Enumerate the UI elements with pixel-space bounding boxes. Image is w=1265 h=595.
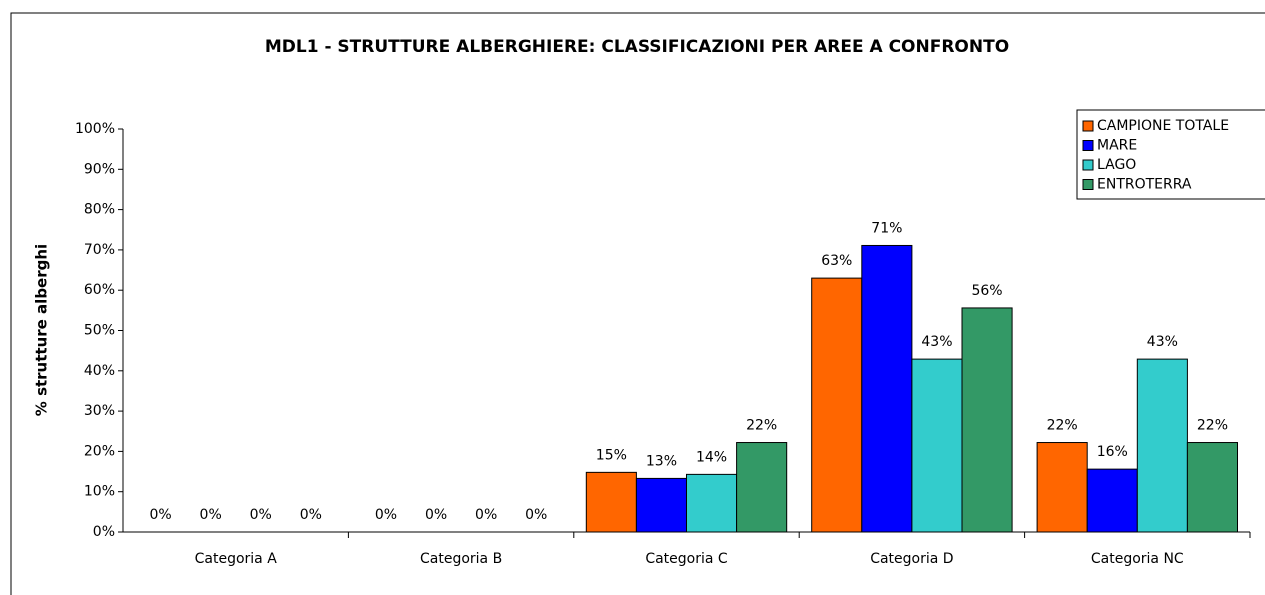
y-tick-label: 100% bbox=[75, 121, 115, 137]
y-tick-label: 40% bbox=[84, 363, 115, 379]
data-label: 22% bbox=[746, 418, 777, 434]
legend-label: CAMPIONE TOTALE bbox=[1097, 118, 1229, 134]
legend-label: ENTROTERRA bbox=[1097, 177, 1192, 193]
bar bbox=[635, 477, 688, 533]
data-label: 0% bbox=[200, 507, 222, 523]
bar bbox=[585, 471, 637, 533]
y-axis-label: % strutture alberghi bbox=[33, 244, 51, 416]
legend-box bbox=[1076, 109, 1265, 200]
bar bbox=[861, 244, 913, 533]
data-label: 71% bbox=[871, 220, 902, 236]
y-tick-label: 0% bbox=[93, 524, 115, 540]
data-label: 0% bbox=[250, 507, 272, 523]
data-label: 14% bbox=[696, 449, 727, 465]
x-tick-label: Categoria D bbox=[870, 551, 953, 567]
data-label: 43% bbox=[921, 334, 952, 350]
y-tick-label: 30% bbox=[84, 403, 115, 419]
data-label: 0% bbox=[149, 507, 171, 523]
legend-swatch bbox=[1082, 179, 1094, 190]
legend-label: MARE bbox=[1097, 138, 1137, 154]
bar bbox=[1186, 442, 1239, 533]
legend-swatch bbox=[1082, 159, 1094, 171]
bar bbox=[1036, 442, 1088, 533]
y-tick-label: 80% bbox=[84, 202, 115, 218]
y-tick-label: 50% bbox=[84, 323, 115, 339]
bar bbox=[1136, 358, 1188, 533]
bar bbox=[811, 277, 863, 533]
y-tick-label: 20% bbox=[84, 443, 115, 459]
data-label: 43% bbox=[1147, 334, 1178, 350]
y-tick-label: 60% bbox=[84, 282, 115, 298]
x-tick-label: Categoria A bbox=[195, 551, 278, 567]
y-tick-label: 90% bbox=[84, 161, 115, 177]
data-label: 0% bbox=[525, 507, 547, 523]
data-label: 22% bbox=[1197, 418, 1228, 434]
bar bbox=[686, 473, 738, 533]
legend-label: LAGO bbox=[1097, 157, 1136, 173]
data-label: 0% bbox=[300, 507, 322, 523]
data-label: 13% bbox=[646, 453, 677, 469]
data-label: 0% bbox=[375, 507, 397, 523]
x-tick-label: Categoria B bbox=[420, 551, 502, 567]
data-label: 0% bbox=[475, 507, 497, 523]
x-tick-label: Categoria C bbox=[645, 551, 728, 567]
bar bbox=[1086, 468, 1138, 533]
data-label: 56% bbox=[971, 283, 1002, 299]
legend-swatch bbox=[1082, 120, 1094, 132]
y-tick-label: 70% bbox=[84, 242, 115, 258]
x-tick-label: Categoria NC bbox=[1091, 551, 1184, 567]
data-label: 0% bbox=[425, 507, 447, 523]
data-label: 15% bbox=[596, 447, 627, 463]
data-label: 63% bbox=[821, 253, 852, 269]
legend-swatch bbox=[1082, 140, 1094, 151]
data-label: 16% bbox=[1097, 444, 1128, 460]
bar bbox=[736, 442, 788, 533]
y-tick-label: 10% bbox=[84, 484, 115, 500]
bar bbox=[911, 358, 963, 533]
bar bbox=[961, 307, 1013, 533]
chart-title: MDL1 - STRUTTURE ALBERGHIERE: CLASSIFICA… bbox=[265, 37, 1009, 57]
data-label: 22% bbox=[1047, 418, 1078, 434]
